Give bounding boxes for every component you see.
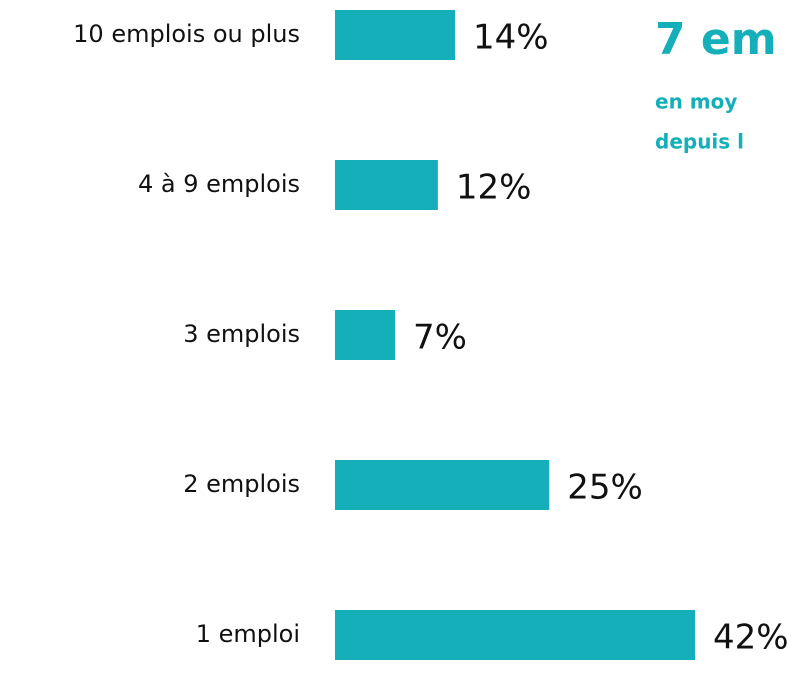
category-label: 10 emplois ou plus [73, 20, 300, 48]
category-label: 4 à 9 emplois [138, 170, 300, 198]
value-label: 25% [567, 468, 643, 508]
value-label: 12% [456, 168, 532, 208]
annotation-line: en moy [655, 90, 737, 114]
category-label: 1 emploi [196, 620, 300, 648]
bar [335, 610, 695, 660]
category-label: 3 emplois [183, 320, 300, 348]
bar [335, 10, 455, 60]
annotation-line: depuis l [655, 130, 744, 154]
value-label: 14% [473, 18, 549, 58]
bar [335, 160, 438, 210]
category-label: 2 emplois [183, 470, 300, 498]
annotation-title: 7 em [655, 14, 777, 65]
value-label: 42% [713, 618, 789, 658]
value-label: 7% [413, 318, 467, 358]
bar [335, 310, 395, 360]
bar [335, 460, 550, 510]
